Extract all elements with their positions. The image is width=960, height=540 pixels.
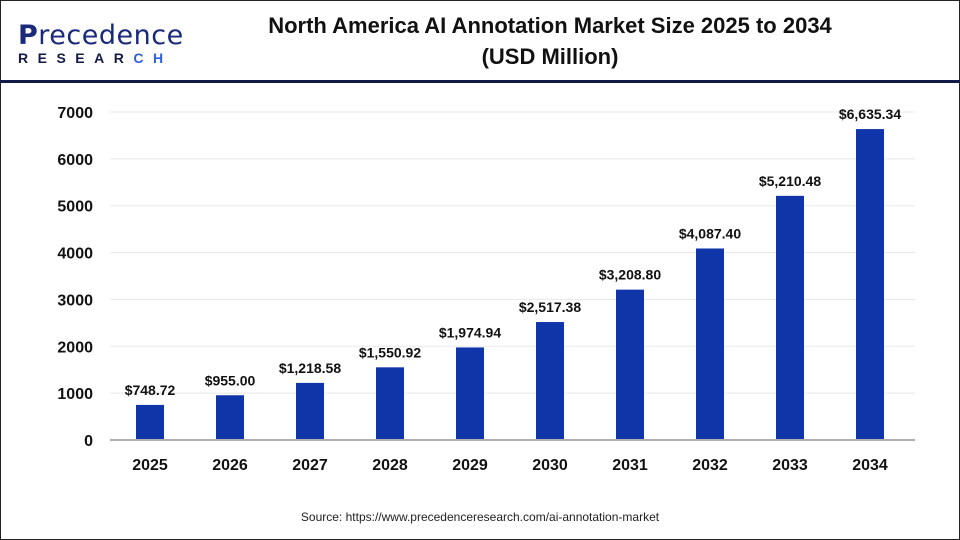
y-tick-label: 4000 (57, 246, 93, 263)
bar-2028 (376, 367, 404, 440)
data-label: $1,974.94 (439, 324, 501, 340)
bar-2027 (296, 382, 324, 440)
data-label: $748.72 (125, 382, 176, 398)
x-tick-label: 2031 (612, 457, 648, 474)
y-tick-label: 2000 (57, 339, 93, 356)
x-tick-label: 2033 (772, 457, 808, 474)
y-tick-label: 5000 (57, 199, 93, 216)
bar-2029 (456, 347, 484, 440)
title-line-1: North America AI Annotation Market Size … (268, 13, 832, 38)
y-tick-label: 7000 (57, 105, 93, 122)
x-tick-label: 2029 (452, 457, 488, 474)
data-label: $955.00 (205, 372, 256, 388)
data-label: $3,208.80 (599, 267, 661, 283)
data-label: $6,635.34 (839, 106, 901, 122)
header: Precedence RESEARCH North America AI Ann… (0, 0, 960, 83)
data-label: $1,550.92 (359, 344, 421, 360)
y-tick-label: 3000 (57, 292, 93, 309)
y-tick-label: 0 (84, 433, 93, 450)
y-tick-label: 6000 (57, 152, 93, 169)
y-tick-label: 1000 (57, 386, 93, 403)
x-tick-label: 2032 (692, 457, 728, 474)
x-tick-label: 2025 (132, 457, 168, 474)
x-tick-label: 2034 (852, 457, 888, 474)
chart-title: North America AI Annotation Market Size … (200, 10, 900, 72)
bar-2031 (616, 289, 644, 440)
bar-2034 (856, 129, 884, 441)
precedence-research-logo: Precedence RESEARCH (18, 20, 184, 67)
bar-2033 (776, 195, 804, 440)
bar-2025 (136, 404, 164, 440)
x-tick-label: 2026 (212, 457, 248, 474)
data-label: $5,210.48 (759, 173, 821, 189)
x-tick-label: 2030 (532, 457, 568, 474)
title-line-2: (USD Million) (481, 44, 619, 69)
data-label: $2,517.38 (519, 299, 581, 315)
bar-2026 (216, 395, 244, 440)
bar-2030 (536, 322, 564, 440)
data-label: $1,218.58 (279, 360, 341, 376)
bar-2032 (696, 248, 724, 440)
x-tick-label: 2028 (372, 457, 408, 474)
data-label: $4,087.40 (679, 225, 741, 241)
x-tick-label: 2027 (292, 457, 328, 474)
source-text: Source: https://www.precedenceresearch.c… (300, 510, 660, 524)
